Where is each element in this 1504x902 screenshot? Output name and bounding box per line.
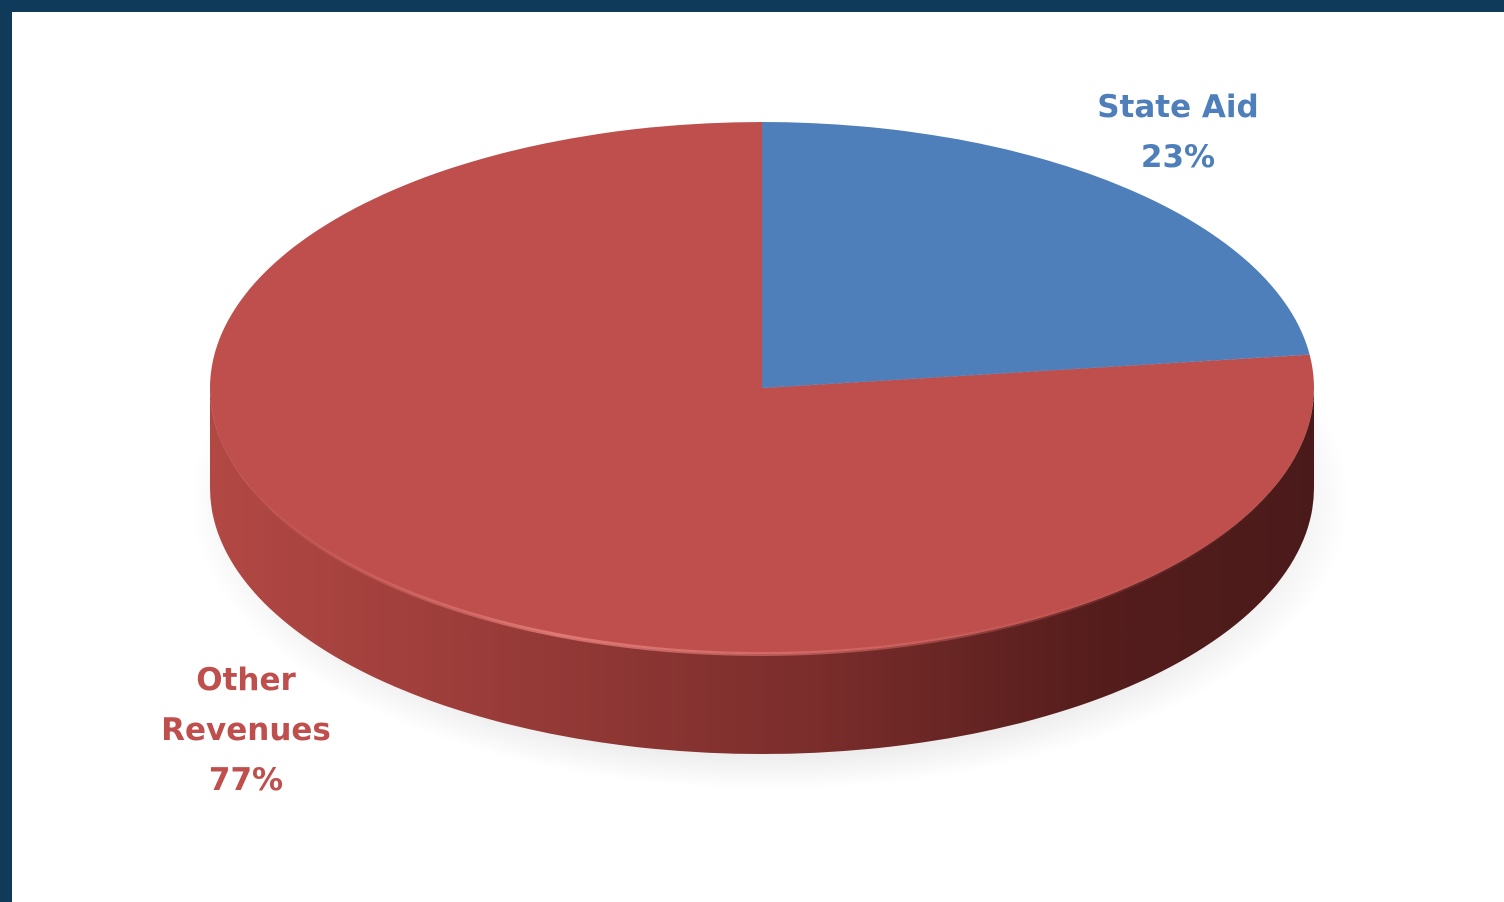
pie-side-wall (210, 388, 1314, 754)
other-revenues-percent: 77% (209, 762, 283, 798)
other-revenues-label-line2: Revenues (161, 712, 331, 748)
pie-rim-highlight (247, 484, 1277, 657)
pie-slice-other-revenues (210, 122, 1315, 655)
state-aid-label: State Aid (1097, 89, 1259, 125)
pie-slice-state-aid (762, 122, 1310, 388)
state-aid-percent: 23% (1141, 139, 1215, 175)
other-revenues-label-line1: Other (196, 662, 296, 698)
